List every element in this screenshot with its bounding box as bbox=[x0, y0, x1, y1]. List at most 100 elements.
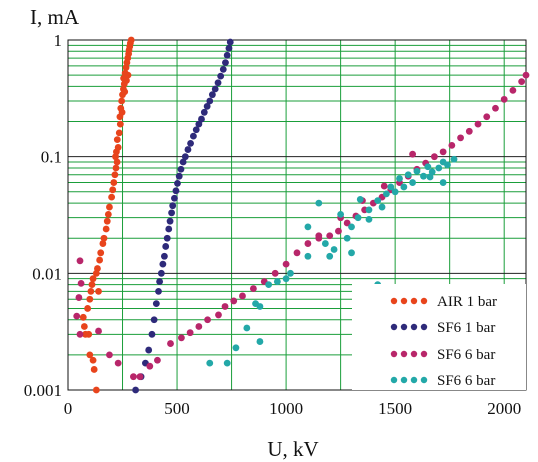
data-point bbox=[326, 232, 334, 240]
data-point bbox=[106, 203, 113, 211]
data-point bbox=[457, 134, 464, 142]
data-point bbox=[76, 330, 84, 338]
data-point bbox=[424, 163, 432, 171]
legend-marker bbox=[420, 350, 428, 358]
data-point bbox=[127, 36, 135, 44]
data-point bbox=[165, 225, 173, 233]
data-point bbox=[168, 209, 175, 217]
data-point bbox=[102, 225, 110, 233]
y-axis-title: I, mA bbox=[30, 5, 80, 29]
data-point bbox=[109, 186, 117, 194]
series-1 bbox=[132, 38, 234, 394]
legend-marker bbox=[410, 376, 418, 384]
data-point bbox=[186, 329, 194, 337]
data-point bbox=[522, 71, 530, 79]
data-point bbox=[123, 77, 130, 84]
data-point bbox=[208, 91, 216, 99]
data-point bbox=[113, 136, 121, 144]
data-point bbox=[184, 146, 192, 153]
data-point bbox=[99, 240, 107, 247]
data-point bbox=[206, 359, 214, 367]
data-point bbox=[86, 351, 94, 359]
data-point bbox=[304, 252, 312, 260]
x-tick-label: 0 bbox=[64, 399, 73, 418]
data-point bbox=[500, 95, 508, 103]
legend-marker bbox=[400, 297, 408, 305]
legend-marker bbox=[400, 350, 408, 358]
data-point bbox=[444, 161, 451, 169]
data-point bbox=[112, 164, 120, 172]
y-tick-label: 0.01 bbox=[32, 264, 62, 283]
data-point bbox=[174, 180, 181, 187]
data-point bbox=[159, 260, 167, 268]
data-point bbox=[221, 303, 229, 310]
data-point bbox=[439, 148, 447, 156]
data-point bbox=[265, 281, 273, 289]
data-point bbox=[223, 359, 231, 367]
data-point bbox=[95, 288, 102, 295]
data-point bbox=[354, 214, 362, 222]
data-point bbox=[77, 279, 85, 287]
data-point bbox=[163, 234, 171, 242]
legend-marker bbox=[410, 297, 418, 305]
data-point bbox=[155, 288, 162, 295]
legend: AIR 1 bar SF6 1 bar SF6 6 bar SF6 6 bar bbox=[352, 284, 526, 390]
data-point bbox=[217, 72, 225, 80]
data-point bbox=[378, 203, 386, 211]
data-point bbox=[256, 338, 264, 345]
data-point bbox=[271, 269, 279, 277]
legend-label: SF6 1 bar bbox=[437, 320, 495, 336]
series-0 bbox=[79, 36, 135, 394]
data-point bbox=[315, 232, 323, 240]
data-point bbox=[211, 85, 219, 93]
data-point bbox=[148, 330, 156, 338]
data-point bbox=[88, 281, 96, 289]
data-point bbox=[321, 240, 329, 247]
y-tick-label: 0.001 bbox=[24, 381, 62, 400]
data-point bbox=[518, 78, 526, 85]
data-point bbox=[337, 210, 345, 218]
data-point bbox=[426, 173, 434, 181]
data-point bbox=[380, 182, 388, 190]
legend-marker bbox=[420, 297, 428, 305]
data-point bbox=[348, 249, 355, 257]
data-point bbox=[118, 97, 126, 105]
data-point bbox=[326, 252, 334, 260]
data-point bbox=[404, 171, 412, 179]
data-point bbox=[114, 144, 122, 151]
data-point bbox=[219, 65, 227, 73]
data-point bbox=[287, 269, 294, 277]
data-point bbox=[104, 210, 112, 218]
data-point bbox=[96, 256, 104, 264]
data-point bbox=[474, 120, 482, 128]
data-point bbox=[483, 113, 491, 121]
legend-entry-sf6-6-bar-teal: SF6 6 bar bbox=[390, 373, 495, 389]
data-point bbox=[214, 79, 222, 87]
data-point bbox=[152, 300, 160, 308]
data-point bbox=[79, 313, 87, 321]
data-point bbox=[89, 356, 97, 364]
data-point bbox=[400, 183, 408, 191]
data-point bbox=[335, 227, 342, 235]
data-point bbox=[114, 359, 122, 367]
legend-marker bbox=[390, 297, 398, 305]
data-point bbox=[413, 167, 421, 175]
data-point bbox=[448, 141, 456, 149]
data-point bbox=[113, 158, 121, 166]
data-point bbox=[108, 193, 116, 201]
data-point bbox=[177, 165, 185, 173]
data-point bbox=[243, 324, 251, 332]
data-point bbox=[92, 386, 100, 394]
data-point bbox=[167, 340, 174, 347]
data-point bbox=[304, 223, 312, 231]
data-point bbox=[160, 252, 168, 260]
data-point bbox=[256, 303, 264, 310]
data-point bbox=[198, 115, 205, 123]
data-point bbox=[86, 295, 94, 303]
legend-entry-sf6-6-bar-magenta: SF6 6 bar bbox=[390, 347, 495, 363]
data-point bbox=[203, 102, 211, 110]
data-point bbox=[282, 275, 290, 283]
data-point bbox=[121, 88, 129, 96]
data-point bbox=[365, 206, 373, 214]
data-point bbox=[223, 51, 231, 59]
